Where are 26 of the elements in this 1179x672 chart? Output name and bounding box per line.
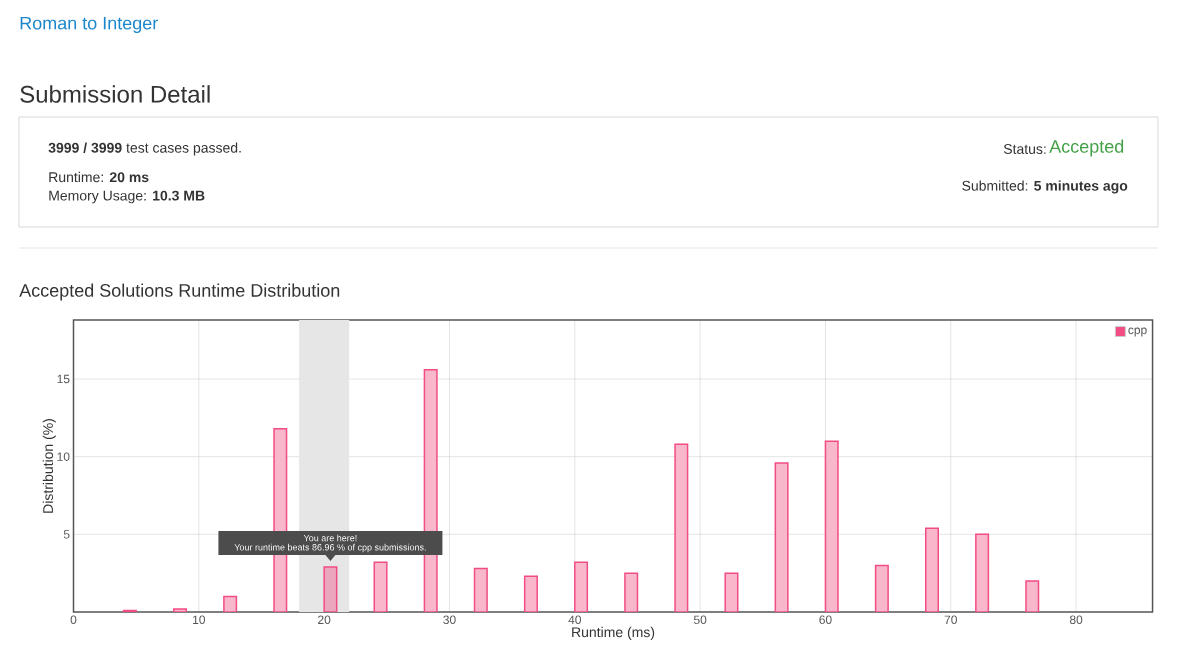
text: Roman to Integer — [20, 16, 158, 34]
y-axis-title: Distribution (%) — [42, 419, 56, 513]
text: 3999 / 3999 test cases passed. — [48, 142, 241, 156]
text: Runtime: 20 ms — [49, 171, 149, 183]
legend-label: cpp — [1128, 327, 1147, 337]
x-tick-label: 30 — [443, 615, 456, 625]
y-tick-label: 15 — [57, 374, 70, 384]
x-tick-label: 40 — [568, 615, 581, 625]
text: Status: — [1003, 144, 1046, 154]
y-tick-label: 10 — [57, 452, 70, 461]
chart-title: Accepted Solutions Runtime Distribution — [19, 283, 340, 301]
x-axis-title: Runtime (ms) — [572, 626, 655, 640]
x-tick-label: 70 — [944, 615, 957, 625]
x-tick-label: 60 — [819, 615, 832, 625]
text: Submitted: 5 minutes ago — [962, 180, 1128, 194]
annotation: Your runtime beats 86.96 % of cpp submissions. — [234, 543, 426, 553]
x-tick-label: 20 — [318, 615, 331, 625]
annotation: You are here! — [303, 534, 357, 542]
text: Accepted — [1049, 139, 1124, 157]
x-tick-label: 0 — [70, 615, 77, 625]
x-tick-label: 80 — [1069, 615, 1083, 625]
text: Memory Usage: 10.3 MB — [49, 190, 205, 204]
x-tick-label: 10 — [193, 615, 206, 625]
text: Submission Detail — [20, 85, 210, 103]
y-tick-label: 5 — [63, 530, 70, 539]
x-tick-label: 50 — [693, 615, 707, 625]
